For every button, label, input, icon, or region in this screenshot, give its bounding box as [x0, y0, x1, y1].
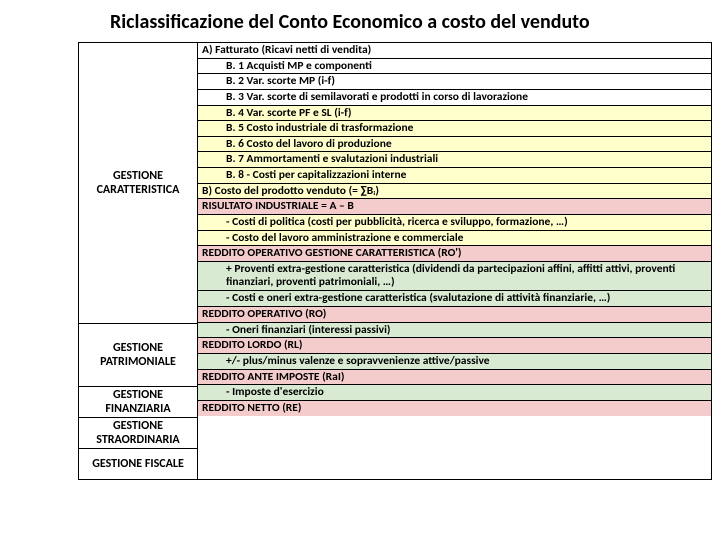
row-ofin: - Oneri finanziari (interessi passivi) — [198, 323, 711, 339]
row-ri: RISULTATO INDUSTRIALE = A – B — [198, 199, 711, 215]
row-re: REDDITO NETTO (RE) — [198, 401, 711, 416]
row-b5: B. 5 Costo industriale di trasformazione — [198, 121, 711, 137]
row-b7: B. 7 Ammortamenti e svalutazioni industr… — [198, 152, 711, 168]
row-lav: - Costo del lavoro amministrazione e com… — [198, 231, 711, 247]
row-b1: B. 1 Acquisti MP e componenti — [198, 59, 711, 75]
section-patrimoniale: GESTIONE PATRIMONIALE — [79, 323, 197, 386]
row-pextra: + Proventi extra-gestione caratteristica… — [198, 262, 711, 291]
row-b4: B. 4 Var. scorte PF e SL (i-f) — [198, 106, 711, 122]
row-a: A) Fatturato (Ricavi netti di vendita) — [198, 43, 711, 59]
left-column: GESTIONE CARATTERISTICA GESTIONE PATRIMO… — [79, 43, 198, 479]
section-straordinaria: GESTIONE STRAORDINARIA — [79, 417, 197, 448]
row-imp: - Imposte d'esercizio — [198, 385, 711, 401]
row-pm: +/- plus/minus valenze e sopravvenienze … — [198, 354, 711, 370]
row-cextra: - Costi e oneri extra-gestione caratteri… — [198, 291, 711, 307]
section-finanziaria: GESTIONE FINANZIARIA — [79, 386, 197, 417]
row-ro: REDDITO OPERATIVO (RO) — [198, 307, 711, 323]
row-b6: B. 6 Costo del lavoro di produzione — [198, 137, 711, 153]
section-caratteristica: GESTIONE CARATTERISTICA — [79, 43, 197, 323]
row-b8: B. 8 - Costi per capitalizzazioni intern… — [198, 168, 711, 184]
row-b3: B. 3 Var. scorte di semilavorati e prodo… — [198, 90, 711, 106]
row-b2: B. 2 Var. scorte MP (i-f) — [198, 74, 711, 90]
row-rai: REDDITO ANTE IMPOSTE (RaI) — [198, 370, 711, 386]
table-container: GESTIONE CARATTERISTICA GESTIONE PATRIMO… — [78, 42, 712, 480]
row-b: B) Costo del prodotto venduto (= ∑Bᵢ) — [198, 184, 711, 200]
page-title: Riclassificazione del Conto Economico a … — [0, 0, 720, 42]
row-rop: REDDITO OPERATIVO GESTIONE CARATTERISTIC… — [198, 246, 711, 262]
section-fiscale: GESTIONE FISCALE — [79, 448, 197, 479]
row-pol: - Costi di politica (costi per pubblicit… — [198, 215, 711, 231]
right-column: A) Fatturato (Ricavi netti di vendita) B… — [198, 43, 711, 479]
row-rl: REDDITO LORDO (RL) — [198, 338, 711, 354]
